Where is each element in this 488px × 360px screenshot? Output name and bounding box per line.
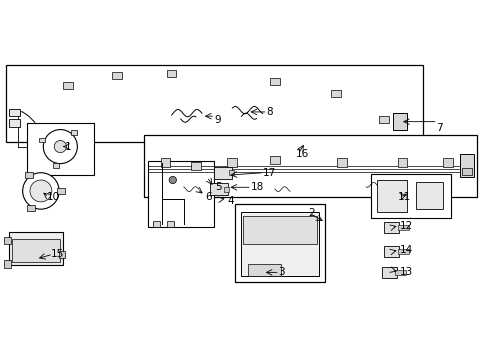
Text: 8: 8 — [265, 107, 272, 117]
Bar — [209, 183, 227, 195]
Text: 18: 18 — [250, 182, 264, 192]
Bar — [397, 249, 408, 254]
Bar — [381, 267, 396, 278]
Bar — [12, 239, 60, 262]
Text: 7: 7 — [435, 123, 442, 133]
Bar — [376, 180, 407, 212]
Bar — [59, 251, 65, 258]
Bar — [235, 204, 325, 282]
Bar — [9, 232, 63, 265]
Bar — [27, 123, 94, 175]
Bar — [393, 113, 406, 130]
Bar — [227, 158, 237, 167]
Text: 12: 12 — [399, 221, 412, 231]
Bar — [166, 221, 174, 228]
Text: 6: 6 — [204, 192, 211, 202]
Text: 13: 13 — [399, 267, 412, 278]
Circle shape — [43, 130, 77, 163]
Bar — [459, 154, 473, 177]
Bar — [224, 187, 229, 192]
Bar — [214, 167, 232, 179]
Circle shape — [30, 180, 52, 202]
Bar — [4, 237, 10, 244]
Text: 3: 3 — [277, 267, 284, 278]
Circle shape — [22, 173, 59, 209]
Bar — [144, 135, 476, 197]
Text: 4: 4 — [227, 196, 234, 206]
Bar — [148, 161, 214, 228]
Text: 11: 11 — [397, 192, 410, 202]
Bar — [112, 72, 122, 79]
Circle shape — [54, 140, 66, 153]
Bar — [336, 158, 346, 167]
Bar — [269, 78, 279, 85]
Bar — [9, 119, 20, 126]
Text: 1: 1 — [65, 141, 72, 152]
Text: 17: 17 — [262, 168, 275, 178]
Bar — [397, 158, 407, 167]
Bar — [71, 130, 77, 135]
Bar — [9, 109, 20, 116]
Bar — [6, 64, 422, 142]
Text: 10: 10 — [47, 192, 60, 202]
Text: 14: 14 — [399, 245, 412, 255]
Bar — [397, 225, 408, 230]
Bar — [191, 162, 201, 170]
Bar — [39, 138, 45, 143]
Bar — [152, 221, 160, 228]
Bar — [415, 182, 442, 209]
Bar — [57, 188, 64, 194]
Text: 9: 9 — [214, 116, 220, 125]
Bar — [379, 116, 388, 123]
Bar — [384, 246, 399, 257]
Bar — [330, 90, 340, 97]
Bar — [4, 260, 10, 267]
Bar — [25, 172, 33, 178]
Bar — [461, 168, 471, 175]
Circle shape — [169, 176, 176, 184]
Text: 15: 15 — [51, 249, 64, 259]
Bar — [243, 216, 317, 244]
Text: 5: 5 — [215, 182, 222, 192]
Bar — [269, 156, 279, 164]
Bar — [228, 170, 233, 175]
Bar — [27, 206, 35, 211]
Bar — [247, 264, 281, 276]
Bar — [384, 222, 399, 233]
Bar — [53, 163, 59, 168]
Bar — [370, 174, 450, 218]
Bar — [63, 82, 73, 89]
Bar — [160, 158, 170, 167]
Text: 2: 2 — [308, 208, 314, 219]
Bar — [241, 212, 319, 276]
Text: 16: 16 — [296, 149, 309, 159]
Bar — [166, 70, 176, 77]
Bar — [442, 158, 452, 167]
Bar — [394, 270, 406, 275]
